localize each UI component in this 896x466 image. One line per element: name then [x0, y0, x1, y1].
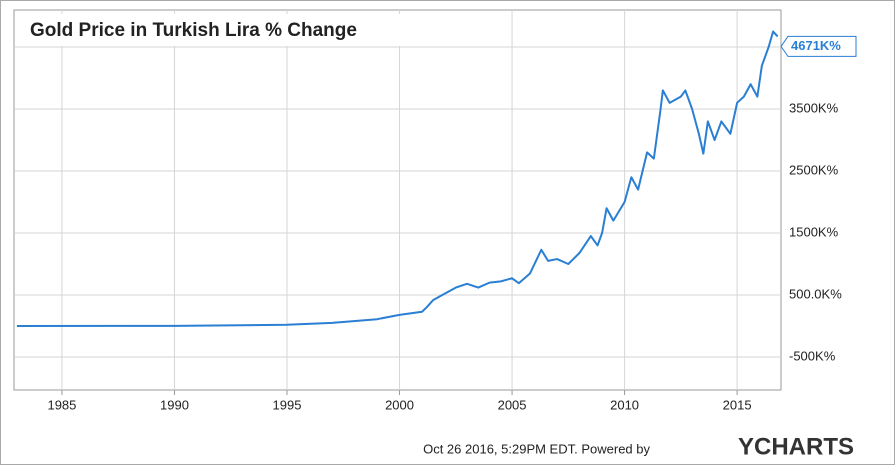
x-tick-label: 2000	[385, 397, 414, 412]
title-box	[16, 14, 402, 46]
y-tick-label: 500.0K%	[789, 286, 842, 301]
x-tick-label: 2010	[610, 397, 639, 412]
line	[16, 30, 779, 328]
plot-area	[13, 9, 782, 391]
x-tick-label: 1995	[273, 397, 302, 412]
y-tick-label: 2500K%	[789, 162, 839, 177]
brand: YCHARTS	[738, 433, 854, 460]
x-tick-label: 1990	[160, 397, 189, 412]
y-tick-label: -500K%	[789, 348, 836, 363]
chart-title: Gold Price in Turkish Lira % Change	[30, 20, 357, 41]
y-tick-label: 1500K%	[789, 224, 839, 239]
footer: Oct 26 2016, 5:29PM EDT. Powered by	[423, 441, 650, 456]
x-tick-label: 2005	[498, 397, 527, 412]
x-tick-label: 1985	[47, 397, 76, 412]
end-label: 4671K%	[791, 38, 841, 53]
end-label-box	[780, 35, 857, 57]
x-tick-label: 2015	[723, 397, 752, 412]
y-tick-label: 3500K%	[789, 100, 839, 115]
